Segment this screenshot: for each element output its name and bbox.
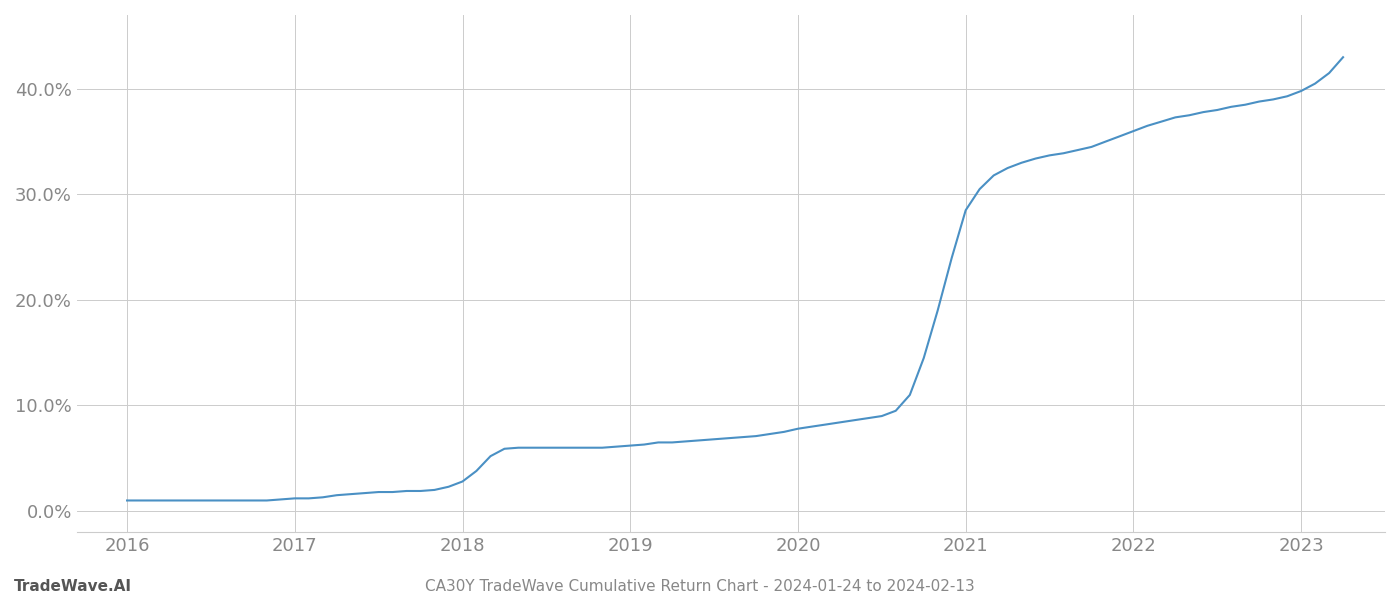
Text: TradeWave.AI: TradeWave.AI (14, 579, 132, 594)
Text: CA30Y TradeWave Cumulative Return Chart - 2024-01-24 to 2024-02-13: CA30Y TradeWave Cumulative Return Chart … (426, 579, 974, 594)
